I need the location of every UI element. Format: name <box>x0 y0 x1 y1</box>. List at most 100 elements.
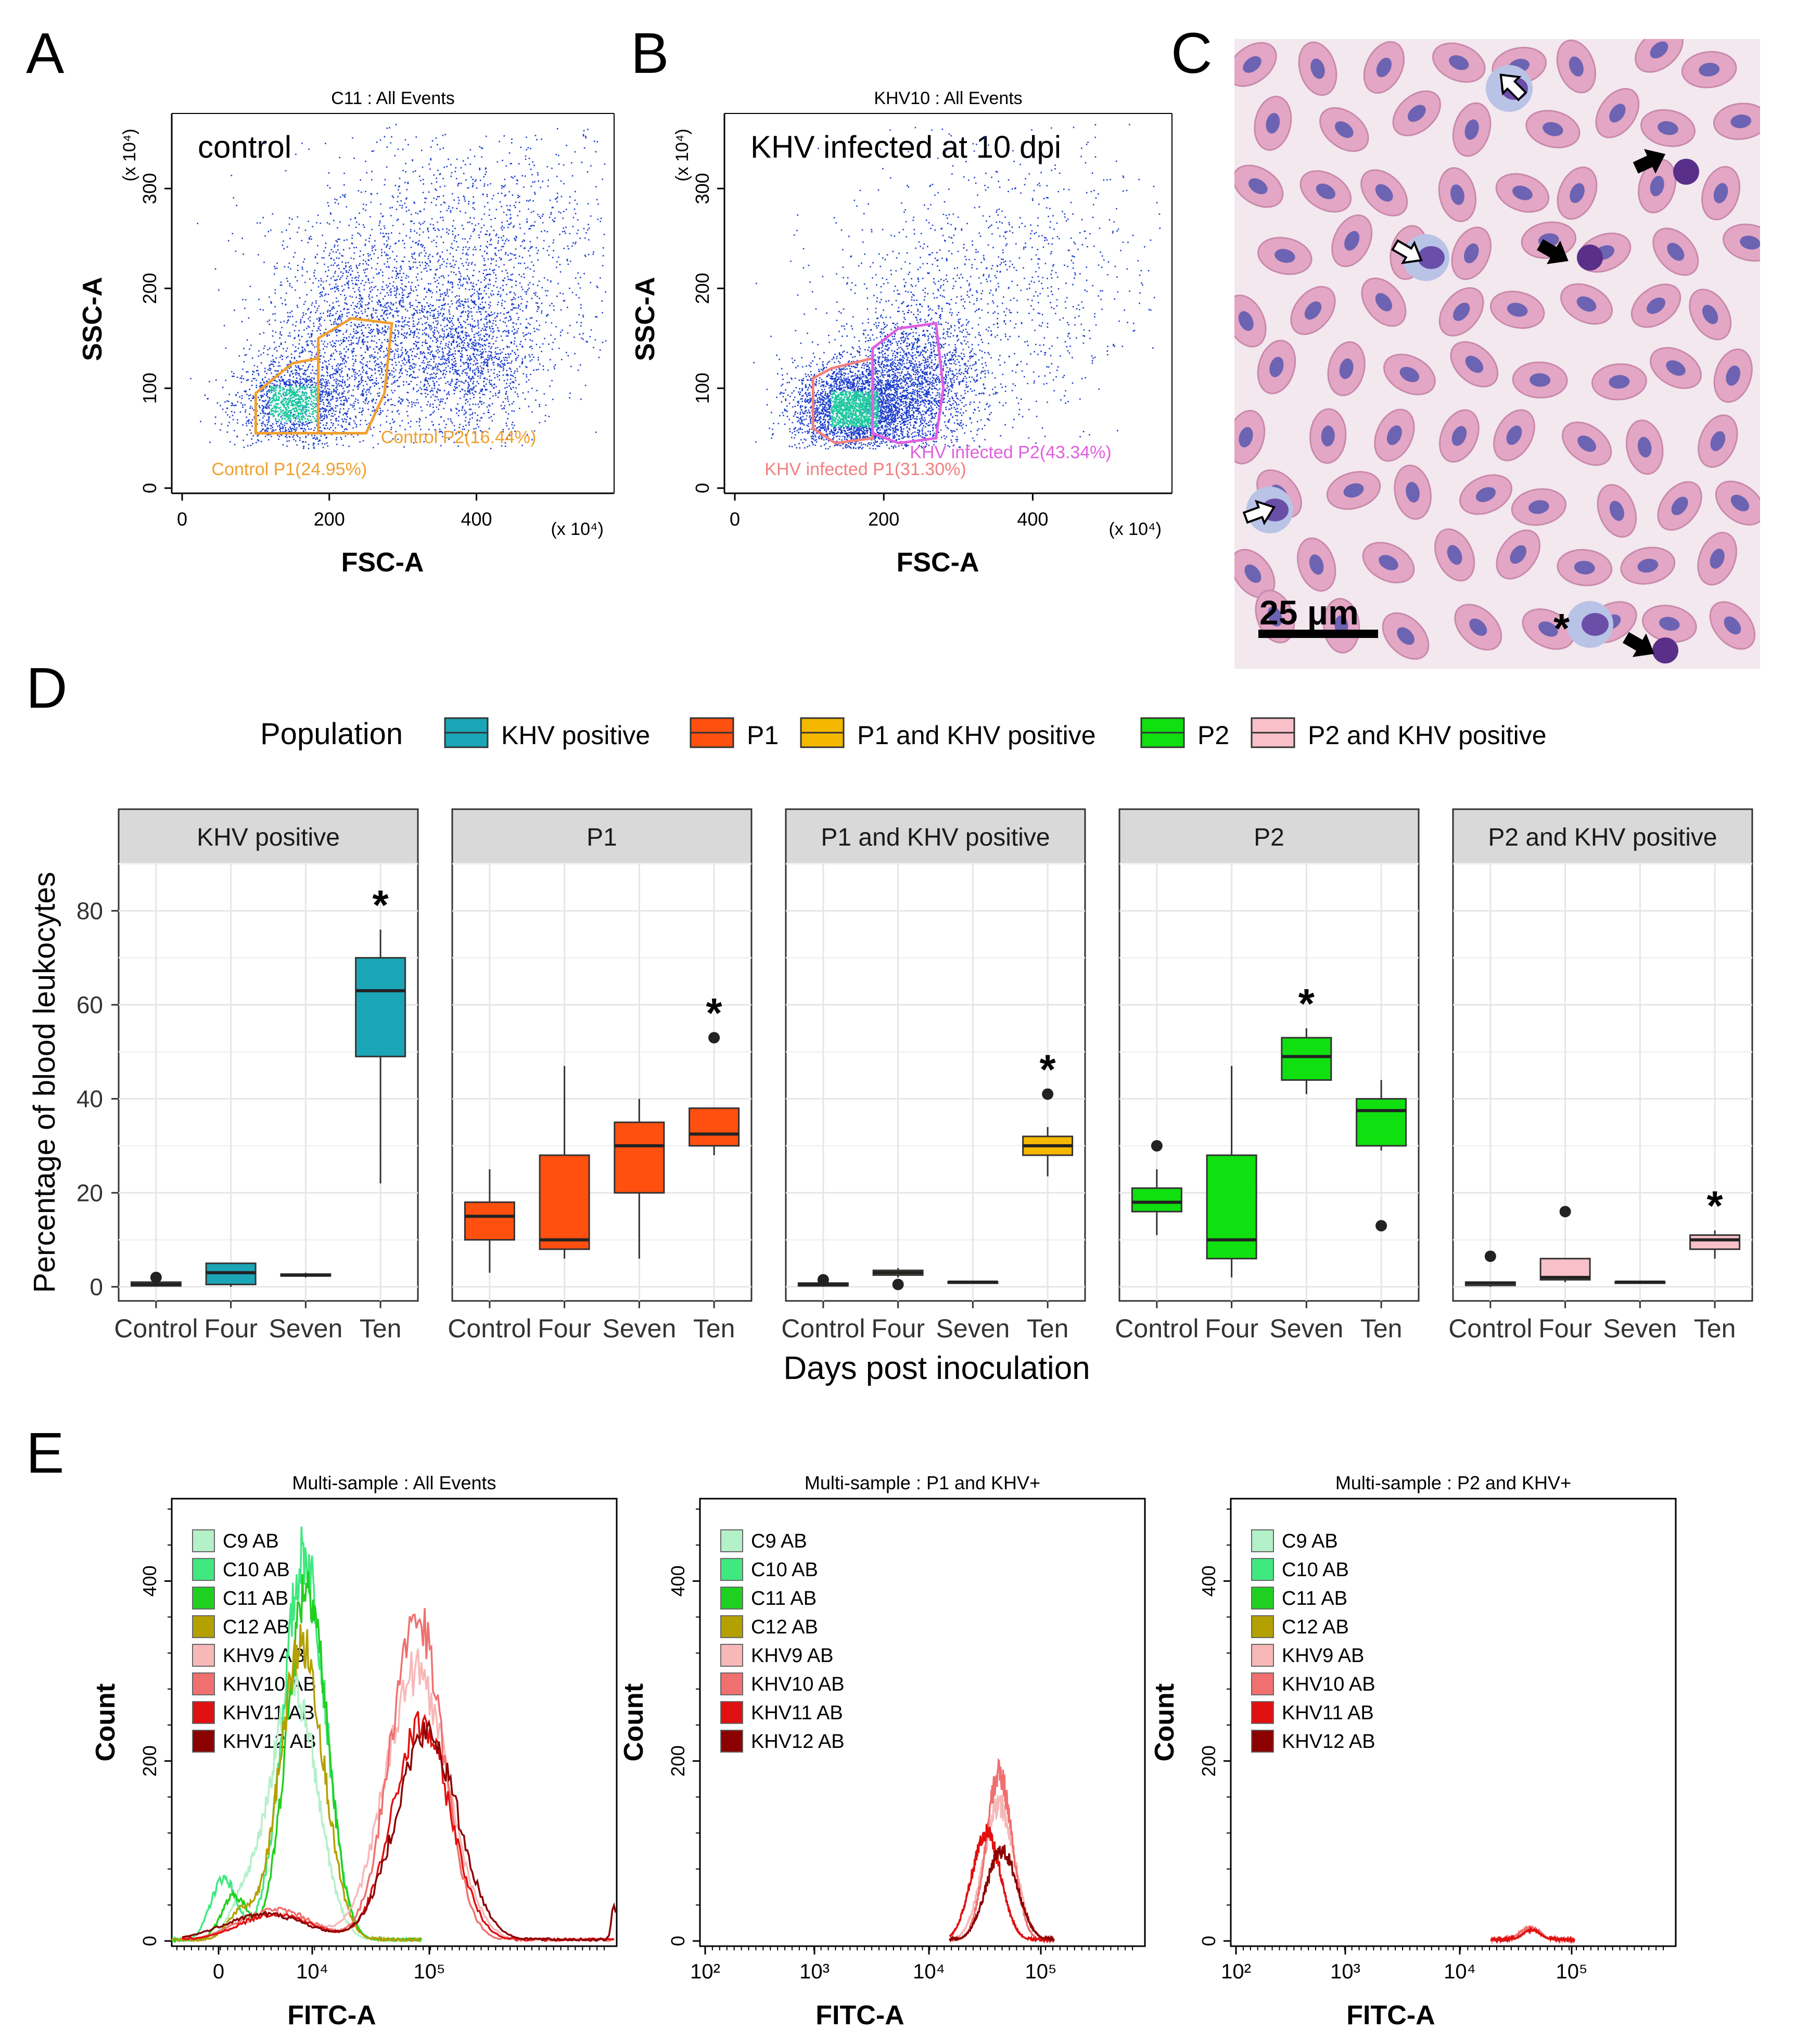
x-tick-label: 10⁵ <box>1556 1960 1587 1983</box>
erythrocyte <box>1495 173 1550 213</box>
x-tick-label: Control <box>1448 1314 1532 1343</box>
cell-nucleus <box>1275 249 1295 263</box>
facet-p1: P1 * Control Four Seven Ten <box>448 808 753 1343</box>
box-four <box>205 1262 257 1287</box>
cell-nucleus <box>1375 293 1393 312</box>
x-tick-label: 10⁴ <box>296 1960 328 1983</box>
legend-label: KHV12 AB <box>223 1731 316 1753</box>
legend-label: C10 AB <box>751 1559 818 1581</box>
histogram-line <box>949 1795 1055 1943</box>
box-seven <box>1614 1280 1666 1284</box>
y-tick-label: 40 <box>77 1085 103 1113</box>
x-tick-label: Control <box>781 1314 865 1343</box>
erythrocyte <box>1496 529 1540 580</box>
y-tick-label: 200 <box>139 1745 160 1777</box>
cell-nucleus <box>1375 184 1393 202</box>
histogram-curves <box>949 1758 1055 1945</box>
box-control <box>1464 1250 1516 1287</box>
cell-nucleus <box>1528 500 1549 514</box>
erythrocyte <box>1438 287 1484 337</box>
x-tick-label: 10⁴ <box>913 1960 945 1983</box>
erythrocyte <box>1383 353 1436 395</box>
cell-nucleus <box>1244 564 1261 583</box>
legend-swatch <box>1251 1730 1274 1753</box>
cell-nucleus <box>1507 302 1528 317</box>
outlier-point <box>817 1274 829 1286</box>
cell-nucleus <box>1538 621 1558 637</box>
y-tick-label: 80 <box>77 897 103 924</box>
histogram-plot-1: Multi-sample : All Events 0 200 400 0 10⁴ 10⁵ F… <box>91 1472 618 2030</box>
outlier-point <box>1484 1250 1496 1262</box>
cell-nucleus <box>1321 425 1335 446</box>
cell-nucleus <box>1465 355 1484 373</box>
legend-swatch <box>1251 1701 1274 1724</box>
legend-label: C12 AB <box>751 1616 818 1638</box>
arrow-shape <box>1537 239 1569 264</box>
y-scale-note: (x 10⁴) <box>120 129 139 182</box>
box-iqr <box>689 1107 740 1147</box>
legend-label: KHV11 AB <box>1282 1702 1374 1724</box>
x-tick-label: Seven <box>602 1314 676 1343</box>
x-tick-label: Seven <box>269 1314 342 1343</box>
legend-title: Population <box>260 717 403 751</box>
histogram-line <box>171 1624 422 1943</box>
cell-nucleus <box>1450 184 1464 205</box>
outlier-point <box>892 1279 904 1291</box>
cell-nucleus <box>1399 366 1420 382</box>
x-tick-label: Four <box>538 1314 591 1343</box>
significance-asterisk: * <box>1707 1183 1724 1229</box>
erythrocyte <box>1681 51 1737 88</box>
gate-p2 <box>871 322 945 445</box>
cell-nucleus <box>1667 242 1685 261</box>
erythrocyte <box>1597 484 1637 538</box>
erythrocyte <box>1452 102 1492 157</box>
leukocyte-nucleus <box>1418 246 1445 269</box>
solid-arrow-icon <box>1633 149 1666 174</box>
gate-p2-label: Control P2(16.44%) <box>381 428 537 448</box>
legend-label: KHV12 AB <box>751 1731 845 1753</box>
y-tick-label: 0 <box>667 1936 689 1946</box>
erythrocyte <box>1715 480 1760 526</box>
cell-nucleus <box>1650 175 1664 197</box>
erythrocyte <box>1361 277 1407 327</box>
cell-nucleus <box>1267 606 1282 627</box>
box-iqr <box>1689 1234 1741 1250</box>
x-scale-note: (x 10⁴) <box>1108 519 1162 539</box>
cell-nucleus <box>1637 558 1659 573</box>
legend-label: KHV10 AB <box>751 1673 845 1695</box>
legend-label: C10 AB <box>223 1559 290 1581</box>
gate-p1 <box>254 356 320 435</box>
cell-nucleus <box>1724 616 1741 635</box>
scatter-points <box>753 124 1161 450</box>
leukocyte-nucleus <box>1582 613 1609 636</box>
legend-label: C12 AB <box>223 1616 290 1638</box>
box-four <box>539 1066 590 1259</box>
y-axis-label: Count <box>91 1683 121 1761</box>
cell-nucleus <box>1238 311 1254 331</box>
cell-nucleus <box>1710 431 1726 451</box>
x-tick-label: Ten <box>1694 1314 1736 1343</box>
x-tick-label: 10² <box>690 1960 720 1983</box>
legend: Population KHV positive P1 P1 and KHV posit… <box>260 717 1547 751</box>
cell-nucleus <box>1243 56 1261 73</box>
x-tick-label: 200 <box>314 508 345 530</box>
plot-title: KHV10 : All Events <box>874 88 1022 108</box>
legend-label: P2 and KHV positive <box>1308 721 1547 750</box>
x-tick-label: Ten <box>360 1314 402 1343</box>
cell-nucleus <box>1609 501 1624 521</box>
box-iqr <box>1356 1098 1407 1147</box>
erythrocyte <box>1290 286 1336 335</box>
gate-p1-label: KHV infected P1(31.30%) <box>764 459 966 479</box>
cell-nucleus <box>1451 426 1467 446</box>
cell-nucleus <box>1335 121 1354 138</box>
arrow-shape <box>1391 239 1423 264</box>
legend-label: C11 AB <box>751 1588 817 1609</box>
y-tick-label: 60 <box>77 991 103 1018</box>
outlier-point <box>1559 1206 1571 1218</box>
x-tick-label: Four <box>871 1314 925 1343</box>
erythrocyte <box>1556 40 1597 94</box>
plot-title: C11 : All Events <box>331 88 455 108</box>
outlier-point <box>1375 1220 1387 1232</box>
